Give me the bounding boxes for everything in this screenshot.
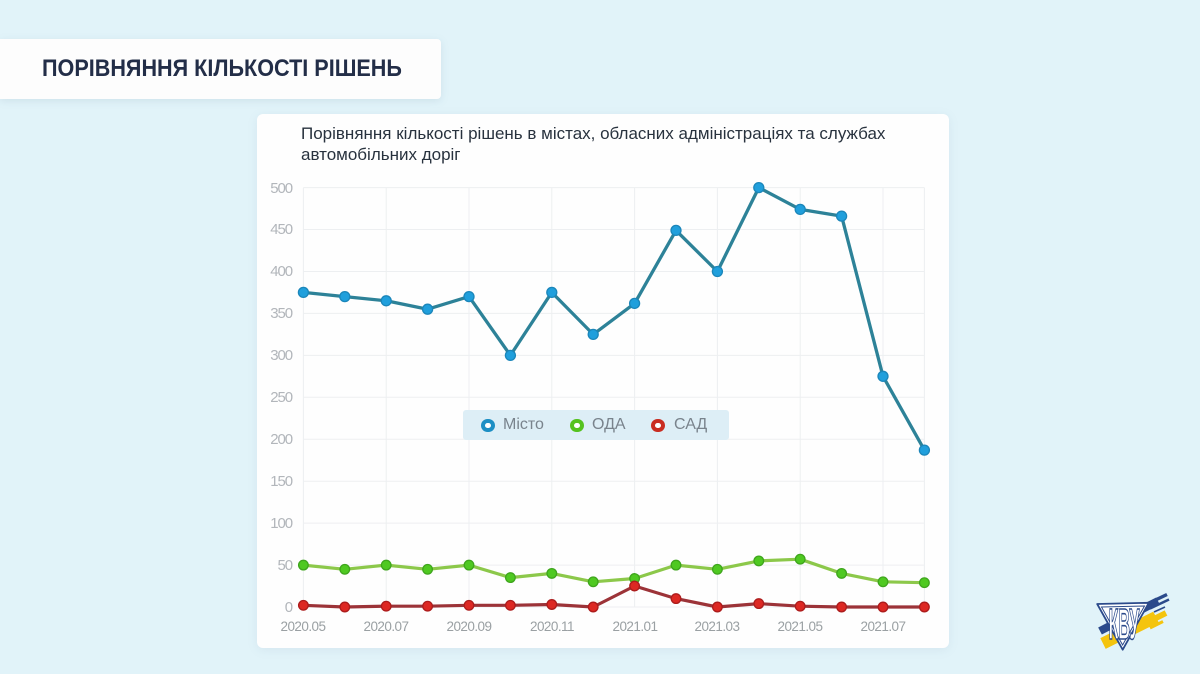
svg-text:КВУ: КВУ	[1109, 599, 1140, 648]
